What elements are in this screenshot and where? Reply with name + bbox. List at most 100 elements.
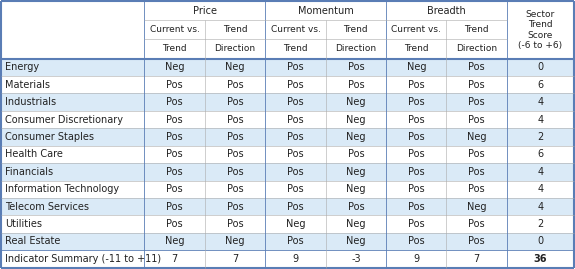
Text: Pos: Pos [408, 132, 424, 142]
Bar [205, 76, 265, 93]
Text: 7: 7 [171, 254, 178, 264]
Bar [386, 128, 446, 146]
Text: Pos: Pos [347, 80, 364, 90]
Text: Pos: Pos [287, 167, 304, 177]
Bar [446, 215, 507, 233]
Text: 6: 6 [537, 149, 543, 160]
Text: Momentum: Momentum [298, 6, 354, 16]
Bar [386, 250, 446, 268]
Text: 9: 9 [413, 254, 419, 264]
Bar [205, 59, 265, 76]
Bar [386, 111, 446, 128]
Text: Neg: Neg [346, 167, 366, 177]
Bar [205, 111, 265, 128]
Text: Pos: Pos [287, 62, 304, 72]
Text: Pos: Pos [469, 167, 485, 177]
Text: 9: 9 [292, 254, 298, 264]
Text: Pos: Pos [227, 115, 243, 125]
Bar [265, 233, 325, 250]
Bar [446, 146, 507, 163]
Text: Energy: Energy [5, 62, 39, 72]
Text: Pos: Pos [227, 97, 243, 107]
Text: 7: 7 [474, 254, 480, 264]
Text: Trend: Trend [283, 44, 308, 53]
Text: Pos: Pos [469, 219, 485, 229]
Bar [325, 163, 386, 180]
Text: Direction: Direction [456, 44, 497, 53]
Bar [205, 198, 265, 215]
Bar [325, 250, 386, 268]
Text: Pos: Pos [227, 149, 243, 160]
Text: Pos: Pos [227, 167, 243, 177]
Bar [386, 215, 446, 233]
Text: Neg: Neg [346, 132, 366, 142]
Text: Pos: Pos [469, 115, 485, 125]
Bar [446, 59, 507, 76]
Bar [325, 180, 386, 198]
Text: Neg: Neg [407, 62, 426, 72]
Bar [1, 146, 144, 163]
Bar [144, 76, 205, 93]
Bar [325, 146, 386, 163]
Bar [507, 76, 574, 93]
Text: 4: 4 [537, 115, 543, 125]
Bar [446, 233, 507, 250]
Bar [1, 93, 144, 111]
Text: Neg: Neg [346, 219, 366, 229]
Bar [144, 233, 205, 250]
Text: Pos: Pos [287, 132, 304, 142]
Text: Pos: Pos [347, 149, 364, 160]
Bar [144, 93, 205, 111]
Text: Information Technology: Information Technology [5, 184, 119, 194]
Text: Neg: Neg [225, 62, 245, 72]
Text: Consumer Discretionary: Consumer Discretionary [5, 115, 123, 125]
Text: Trend: Trend [162, 44, 187, 53]
Text: Pos: Pos [408, 80, 424, 90]
Bar [205, 233, 265, 250]
Text: Neg: Neg [286, 219, 305, 229]
Bar [144, 180, 205, 198]
Bar [446, 111, 507, 128]
Bar [265, 76, 325, 93]
Text: Pos: Pos [227, 202, 243, 212]
Text: Pos: Pos [166, 184, 183, 194]
Bar [1, 128, 144, 146]
Bar [265, 1, 325, 59]
Text: Neg: Neg [346, 184, 366, 194]
Text: Pos: Pos [287, 184, 304, 194]
Text: Pos: Pos [408, 167, 424, 177]
Bar [446, 1, 507, 59]
Bar [446, 163, 507, 180]
Text: Indicator Summary (-11 to +11): Indicator Summary (-11 to +11) [5, 254, 161, 264]
Text: Pos: Pos [166, 202, 183, 212]
Text: Neg: Neg [346, 236, 366, 246]
Bar [325, 128, 386, 146]
Bar [144, 128, 205, 146]
Text: Pos: Pos [166, 167, 183, 177]
Bar [1, 76, 144, 93]
Text: Pos: Pos [287, 80, 304, 90]
Text: Pos: Pos [469, 184, 485, 194]
Text: Breadth: Breadth [427, 6, 466, 16]
Bar [507, 180, 574, 198]
Text: 2: 2 [537, 132, 543, 142]
Bar [1, 59, 144, 76]
Bar [265, 215, 325, 233]
Text: Pos: Pos [166, 219, 183, 229]
Text: Pos: Pos [408, 219, 424, 229]
Text: Pos: Pos [408, 184, 424, 194]
Text: Pos: Pos [227, 219, 243, 229]
Bar [507, 111, 574, 128]
Text: -3: -3 [351, 254, 361, 264]
Text: Current vs.: Current vs. [392, 25, 441, 34]
Bar [446, 250, 507, 268]
Bar [144, 111, 205, 128]
Text: Real Estate: Real Estate [5, 236, 60, 246]
Bar [205, 146, 265, 163]
Text: Neg: Neg [346, 115, 366, 125]
Bar [265, 59, 325, 76]
Bar [507, 198, 574, 215]
Text: 0: 0 [537, 236, 543, 246]
Bar [1, 1, 144, 59]
Bar [507, 128, 574, 146]
